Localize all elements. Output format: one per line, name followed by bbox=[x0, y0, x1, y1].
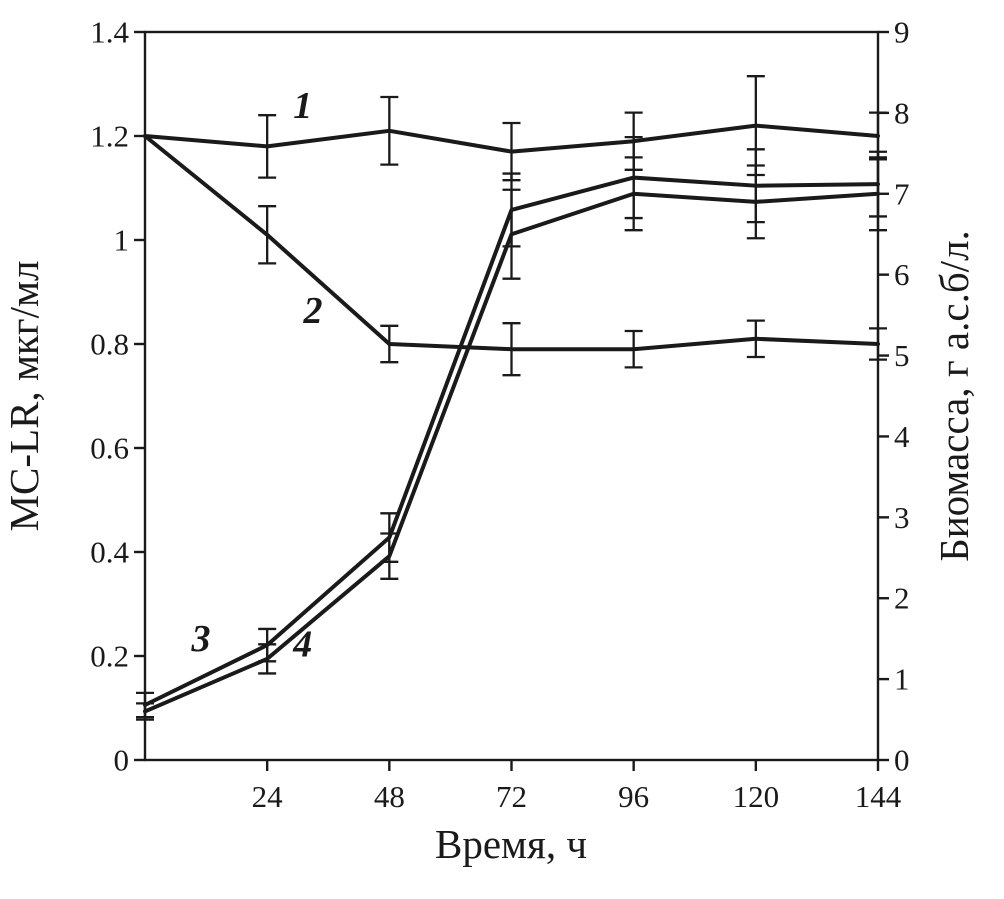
series-line-2 bbox=[143, 134, 880, 352]
x-axis-title: Время, ч bbox=[435, 821, 587, 867]
y-left-tick-label: 0.8 bbox=[90, 327, 129, 362]
y-right-tick-label: 7 bbox=[894, 176, 910, 211]
y-right-tick-label: 2 bbox=[894, 581, 910, 616]
x-tick-label: 72 bbox=[496, 779, 527, 814]
series-label-2: 2 bbox=[302, 290, 322, 332]
x-tick-label: 24 bbox=[252, 779, 284, 814]
x-tick-label: 48 bbox=[374, 779, 405, 814]
y-right-tick-label: 4 bbox=[894, 419, 910, 454]
y-right-tick-label: 3 bbox=[894, 500, 910, 535]
x-tick-label: 144 bbox=[855, 779, 902, 814]
y-right-tick-label: 8 bbox=[894, 95, 910, 130]
y-right-tick-label: 9 bbox=[894, 15, 910, 50]
series-line-1 bbox=[143, 123, 880, 154]
y-right-tick-label: 6 bbox=[894, 257, 910, 292]
series-label-4: 4 bbox=[292, 623, 312, 665]
y-left-tick-label: 0.4 bbox=[90, 535, 129, 570]
x-tick-label: 120 bbox=[733, 779, 780, 814]
series-label-1: 1 bbox=[293, 85, 312, 127]
y-axis-title-right: Биомасса, г а.с.б/л. bbox=[931, 230, 977, 562]
y-left-tick-label: 0.6 bbox=[90, 431, 129, 466]
y-right-tick-label: 1 bbox=[894, 662, 910, 697]
x-tick-label: 96 bbox=[618, 779, 649, 814]
y-axis-title-left: МС-LR, мкг/мл bbox=[1, 261, 47, 532]
series-label-3: 3 bbox=[190, 618, 210, 660]
series-line-4 bbox=[143, 191, 880, 714]
chart-layer: 24 48 72 96 120 14400.20.40.60.811.21.4012345… bbox=[90, 15, 910, 815]
y-left-tick-label: 0.2 bbox=[90, 639, 129, 674]
y-right-tick-label: 0 bbox=[894, 743, 910, 778]
y-left-tick-label: 1.4 bbox=[90, 15, 129, 50]
y-left-tick-label: 1 bbox=[114, 223, 130, 258]
y-left-tick-label: 1.2 bbox=[90, 119, 129, 154]
y-left-tick-label: 0 bbox=[114, 743, 130, 778]
y-right-tick-label: 5 bbox=[894, 338, 910, 373]
